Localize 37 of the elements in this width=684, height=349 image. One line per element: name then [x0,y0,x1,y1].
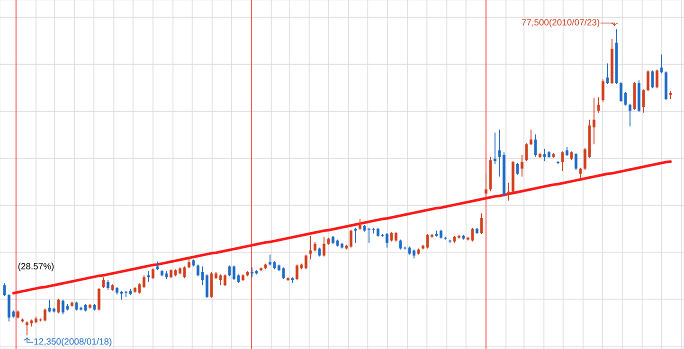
candlestick [152,268,154,280]
candlestick [309,235,312,260]
candlestick [642,88,645,114]
candlestick [494,132,496,164]
candlestick [507,182,510,202]
candlestick [480,212,483,234]
candlestick [358,218,362,230]
candlestick [102,276,105,288]
candlestick [606,62,609,85]
candlestick [484,173,488,197]
candlestick [147,270,150,282]
candlestick [660,54,663,74]
candlestick [646,70,650,92]
text: 12,350(2008/01/18) [34,338,112,346]
candlestick [656,69,658,89]
candlestick [574,152,578,170]
text: 77,500(2010/07/23) [522,18,600,28]
candlestick [520,154,524,178]
candlestick [579,167,582,180]
candlestick [534,134,537,158]
candlestick [98,288,100,312]
candlestick [322,236,326,257]
candlestick [3,282,6,296]
candlestick [561,150,564,172]
candlestick [354,227,357,244]
candlestick [651,70,654,89]
candlestick [106,280,110,290]
candlestick [530,129,532,146]
annotation: (28.57%) [18,262,54,272]
candlestick [516,162,519,176]
candlestick [57,298,60,314]
candlestick [314,241,316,252]
candlestick [628,103,632,127]
candlestick [597,96,600,114]
candlestick [602,78,604,102]
candlestick [188,256,190,269]
candlestick [525,142,528,162]
